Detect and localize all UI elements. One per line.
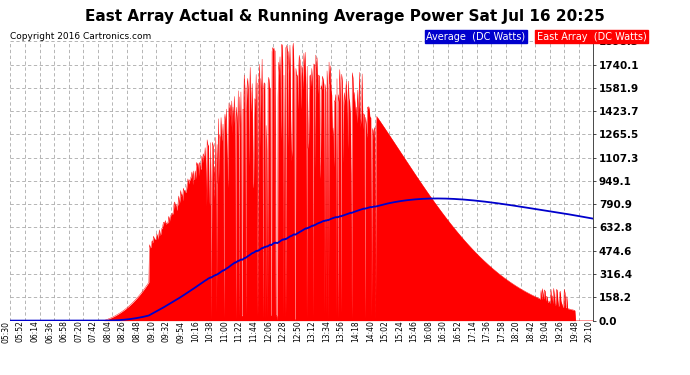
Text: 17:58: 17:58 — [497, 321, 506, 342]
Text: 16:08: 16:08 — [424, 321, 433, 342]
Text: 05:30: 05:30 — [1, 321, 10, 343]
Text: 09:32: 09:32 — [161, 321, 170, 342]
Text: 19:26: 19:26 — [555, 321, 564, 342]
Text: 05:52: 05:52 — [16, 321, 25, 342]
Text: East Array Actual & Running Average Power Sat Jul 16 20:25: East Array Actual & Running Average Powe… — [85, 9, 605, 24]
Text: 15:24: 15:24 — [395, 321, 404, 342]
Text: 13:34: 13:34 — [322, 321, 331, 342]
Text: 12:50: 12:50 — [293, 321, 302, 342]
Text: 12:06: 12:06 — [264, 321, 273, 342]
Text: 14:18: 14:18 — [351, 321, 360, 342]
Text: 18:42: 18:42 — [526, 321, 535, 342]
Text: 08:48: 08:48 — [132, 321, 141, 342]
Text: East Array  (DC Watts): East Array (DC Watts) — [537, 32, 647, 42]
Text: 13:12: 13:12 — [308, 321, 317, 342]
Text: 06:36: 06:36 — [45, 321, 54, 343]
Text: 17:14: 17:14 — [468, 321, 477, 342]
Text: 11:00: 11:00 — [220, 321, 229, 342]
Text: 19:48: 19:48 — [570, 321, 579, 342]
Text: 09:10: 09:10 — [147, 321, 156, 342]
Text: 19:04: 19:04 — [541, 321, 550, 342]
Text: 08:26: 08:26 — [118, 321, 127, 342]
Text: 06:58: 06:58 — [59, 321, 69, 342]
Text: Copyright 2016 Cartronics.com: Copyright 2016 Cartronics.com — [10, 32, 152, 41]
Text: 15:46: 15:46 — [409, 321, 418, 342]
Text: 17:36: 17:36 — [482, 321, 491, 342]
Text: 07:42: 07:42 — [89, 321, 98, 342]
Text: 08:04: 08:04 — [104, 321, 112, 342]
Text: 09:54: 09:54 — [176, 321, 185, 343]
Text: 14:40: 14:40 — [366, 321, 375, 342]
Text: 15:02: 15:02 — [380, 321, 389, 342]
Text: 11:44: 11:44 — [249, 321, 258, 342]
Text: 13:56: 13:56 — [337, 321, 346, 342]
Text: 12:28: 12:28 — [278, 321, 287, 342]
Text: Average  (DC Watts): Average (DC Watts) — [426, 32, 526, 42]
Text: 06:14: 06:14 — [30, 321, 39, 342]
Text: 07:20: 07:20 — [75, 321, 83, 342]
Text: 10:16: 10:16 — [191, 321, 200, 342]
Text: 18:20: 18:20 — [511, 321, 520, 342]
Text: 20:10: 20:10 — [584, 321, 593, 342]
Text: 16:52: 16:52 — [453, 321, 462, 342]
Text: 11:22: 11:22 — [235, 321, 244, 342]
Text: 16:30: 16:30 — [439, 321, 448, 342]
Text: 10:38: 10:38 — [206, 321, 215, 342]
